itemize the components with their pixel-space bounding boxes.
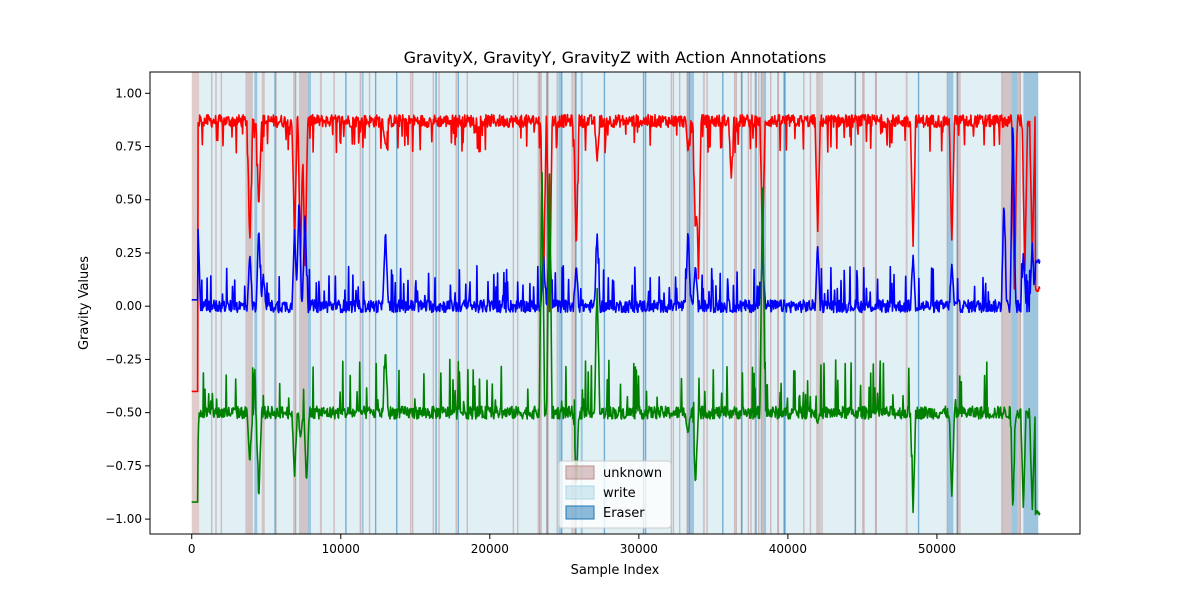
band-segment	[688, 72, 690, 534]
y-tick-label: 0.00	[115, 299, 142, 313]
y-tick-label: 0.25	[115, 246, 142, 260]
legend-label-unknown: unknown	[603, 466, 662, 481]
y-tick-label: −1.00	[105, 512, 142, 526]
y-axis-ticks: 1.00 0.75 0.50 0.25 0.00 −0.25 −0.50 −0.75 −1.00	[105, 86, 150, 526]
legend-label-write: write	[603, 486, 636, 501]
band-segment	[275, 72, 277, 534]
y-axis-label: Gravity Values	[77, 256, 92, 350]
series-line-2	[191, 127, 1041, 314]
band-segment	[706, 72, 708, 534]
x-tick-label: 10000	[322, 542, 360, 556]
chart-title: GravityX, GravityY, GravityZ with Action…	[404, 48, 827, 67]
band-segment	[644, 72, 647, 534]
band-unknown	[1002, 72, 1012, 534]
legend-swatch-eraser	[565, 505, 595, 520]
band-unknown	[299, 72, 308, 534]
band-segment	[294, 72, 297, 534]
band-unknown	[761, 72, 764, 534]
band-segment	[672, 72, 675, 534]
y-tick-label: 0.50	[115, 193, 142, 207]
band-unknown	[956, 72, 961, 534]
band-unknown	[293, 72, 297, 534]
series-line-1	[191, 113, 1041, 393]
band-segment	[359, 72, 362, 534]
x-tick-label: 40000	[769, 542, 807, 556]
band-unknown	[816, 72, 821, 534]
band-segment	[686, 72, 689, 534]
band-unknown	[191, 72, 200, 534]
x-axis-ticks: 0 10000 20000 30000 40000 50000	[188, 534, 956, 556]
x-tick-label: 0	[188, 542, 196, 556]
legend-swatch-write	[565, 485, 595, 500]
legend-swatch-unknown	[565, 465, 595, 480]
band-eraser	[1011, 72, 1018, 534]
band-segment	[722, 72, 724, 534]
band-unknown	[261, 72, 265, 534]
band-eraser	[947, 72, 954, 534]
band-segment	[432, 72, 435, 534]
legend: unknown write Eraser	[558, 460, 672, 529]
x-tick-label: 30000	[620, 542, 658, 556]
legend-label-eraser: Eraser	[603, 506, 645, 521]
y-tick-label: −0.25	[105, 352, 142, 366]
band-segment	[874, 72, 877, 534]
band-segment	[538, 72, 541, 534]
band-segment	[396, 72, 398, 534]
series-lines	[191, 113, 1041, 516]
band-segment	[274, 72, 276, 534]
x-tick-label: 20000	[471, 542, 509, 556]
x-tick-label: 50000	[918, 542, 956, 556]
series-line-3	[191, 171, 1041, 516]
band-unknown	[573, 72, 577, 534]
band-segment	[438, 72, 440, 534]
y-tick-label: −0.50	[105, 406, 142, 420]
band-unknown	[245, 72, 253, 534]
band-segment	[750, 72, 752, 534]
y-tick-label: 1.00	[115, 86, 142, 100]
band-segment	[575, 72, 577, 534]
y-tick-label: 0.75	[115, 140, 142, 154]
x-axis-label: Sample Index	[571, 563, 660, 578]
y-tick-label: −0.75	[105, 459, 142, 473]
band-segment	[809, 72, 812, 534]
plot-frame	[149, 71, 1081, 535]
band-segment	[512, 72, 515, 534]
